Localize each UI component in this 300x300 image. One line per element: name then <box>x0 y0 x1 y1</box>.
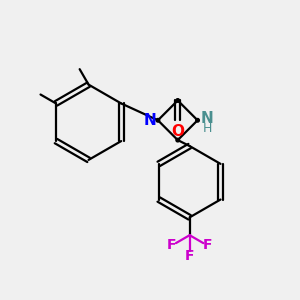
Text: F: F <box>185 249 194 263</box>
Text: H: H <box>203 122 212 135</box>
Circle shape <box>176 138 179 142</box>
Circle shape <box>156 118 160 122</box>
Text: F: F <box>167 238 177 252</box>
Text: N: N <box>144 113 156 128</box>
Text: N: N <box>201 111 214 126</box>
Text: O: O <box>171 124 184 139</box>
Text: F: F <box>202 238 212 252</box>
Circle shape <box>176 99 179 102</box>
Circle shape <box>196 118 199 122</box>
